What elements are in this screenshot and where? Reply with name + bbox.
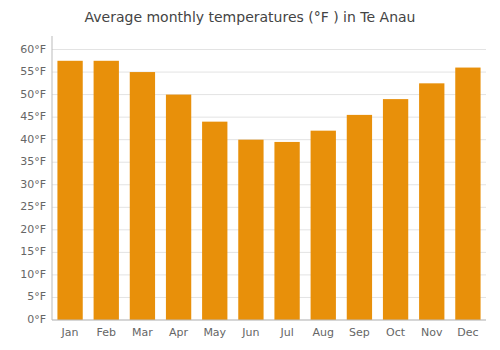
bar: [130, 72, 155, 320]
x-tick-label: Jan: [61, 326, 79, 339]
y-tick-label: 55°F: [20, 65, 46, 78]
y-axis-line: [52, 36, 53, 320]
y-tick-label: 20°F: [20, 223, 46, 236]
bar: [274, 142, 299, 320]
bar: [383, 99, 408, 320]
y-tick-label: 35°F: [20, 155, 46, 168]
grid: [52, 50, 486, 320]
title: Average monthly temperatures (°F ) in Te…: [85, 9, 416, 25]
x-tick-label: Sep: [349, 326, 370, 339]
chart: 0°F 5°F 10°F 15°F 20°F 25°F 30°F 35°F 40°F 45°F 50…: [0, 0, 500, 350]
x-tick-label: Jul: [279, 326, 293, 339]
bars: [57, 61, 480, 320]
y-tick-labels: 0°F 5°F 10°F 15°F 20°F 25°F 30°F 35°F 40°F 45°F 50…: [20, 43, 46, 326]
y-tick-label: 50°F: [20, 88, 46, 101]
bar: [311, 131, 336, 320]
y-tick-label: 60°F: [20, 43, 46, 56]
bar: [57, 61, 82, 320]
bar: [94, 61, 119, 320]
y-tick-label: 45°F: [20, 110, 46, 123]
x-tick-label: Jun: [241, 326, 259, 339]
bar: [347, 115, 372, 320]
y-tick-label: 25°F: [20, 200, 46, 213]
x-tick-label: Oct: [386, 326, 406, 339]
x-tick-label: Aug: [313, 326, 334, 339]
y-tick-label: 15°F: [20, 245, 46, 258]
grid-line: [52, 320, 486, 321]
x-tick-label: Dec: [457, 326, 478, 339]
grid-line: [52, 49, 486, 50]
y-tick-label: 0°F: [27, 313, 46, 326]
y-tick-label: 5°F: [27, 290, 46, 303]
y-tick-label: 30°F: [20, 178, 46, 191]
bar: [166, 95, 191, 320]
bar: [202, 122, 227, 320]
x-axis-line: [52, 320, 486, 321]
y-tick-label: 10°F: [20, 268, 46, 281]
x-tick-labels: Jan Feb Mar Apr May Jun Jul Aug Sep Oct Nov Dec: [61, 326, 479, 339]
bar: [238, 140, 263, 320]
x-tick-label: May: [203, 326, 226, 339]
x-tick-label: Apr: [169, 326, 189, 339]
x-tick-label: Mar: [132, 326, 153, 339]
x-tick-label: Feb: [97, 326, 116, 339]
x-tick-label: Nov: [421, 326, 443, 339]
bar: [455, 68, 480, 320]
bar: [419, 83, 444, 320]
y-tick-label: 40°F: [20, 133, 46, 146]
